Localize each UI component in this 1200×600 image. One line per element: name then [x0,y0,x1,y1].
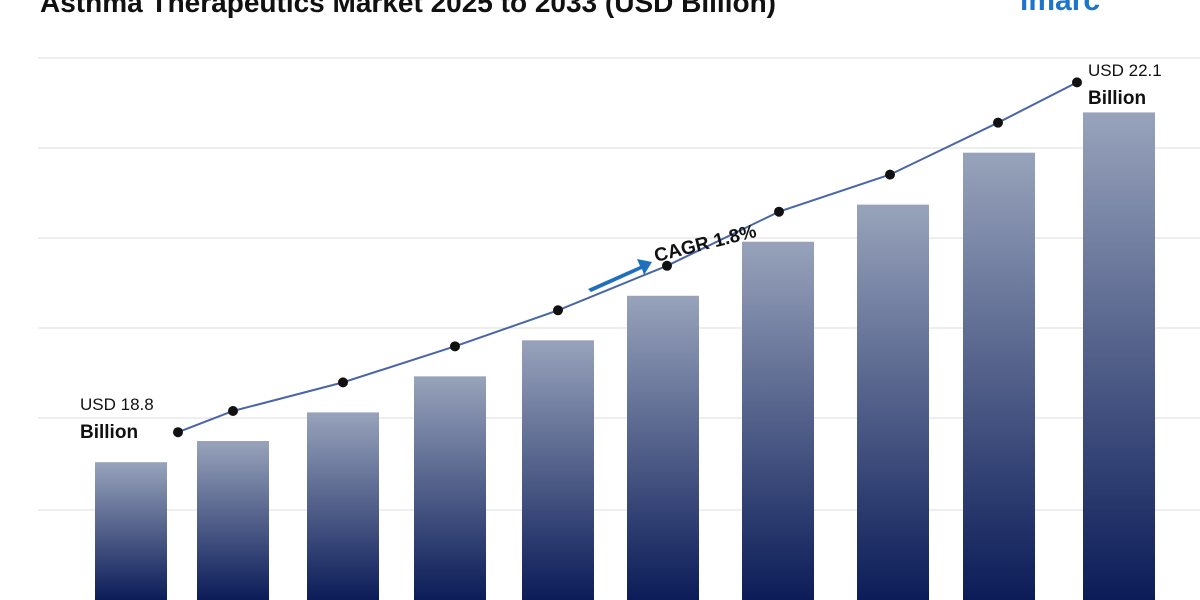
trend-marker [885,169,895,180]
bar [307,412,379,600]
trend-marker [338,377,348,388]
bar [963,152,1035,600]
trend-marker [228,406,238,416]
chart-title: Asthma Therapeutics Market 2025 to 2033 … [40,0,776,18]
start-label: Billion [80,422,138,443]
trend-marker [993,117,1003,128]
trend-marker [774,206,784,217]
trend-line [177,81,1078,434]
trend-marker [553,305,563,316]
bar [1083,112,1155,600]
trend-marker [1072,77,1082,88]
bar [742,241,814,600]
bar [627,295,699,600]
trend-marker [450,341,460,352]
start-label: USD 18.8 [80,395,154,414]
bar [522,340,594,600]
bar [857,204,929,600]
bar [95,462,167,600]
cagr-arrow [588,259,652,292]
end-label: USD 22.1 [1088,61,1162,80]
logo: imarc [1020,0,1100,17]
bar [197,441,269,600]
trend-marker [173,427,183,438]
end-label: Billion [1088,88,1146,109]
bar [414,376,486,600]
trend-marker [662,260,672,271]
